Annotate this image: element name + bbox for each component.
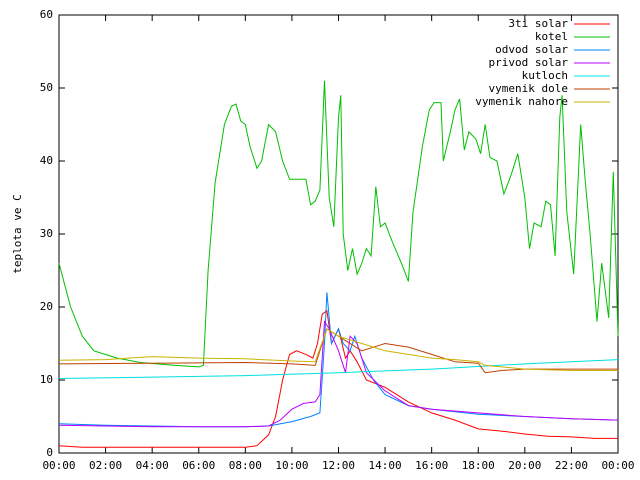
series-line bbox=[58, 80, 619, 368]
series-line bbox=[58, 359, 619, 379]
legend-label: privod solar bbox=[489, 56, 569, 69]
series-line bbox=[58, 328, 618, 371]
x-tick-label: 04:00 bbox=[136, 459, 169, 472]
series-line bbox=[58, 292, 619, 428]
legend-label: vymenik dole bbox=[489, 82, 568, 95]
legend-label: kutloch bbox=[522, 69, 568, 82]
x-tick-label: 06:00 bbox=[182, 459, 215, 472]
y-tick-label: 10 bbox=[40, 373, 53, 386]
x-tick-label: 00:00 bbox=[42, 459, 75, 472]
x-tick-label: 02:00 bbox=[89, 459, 122, 472]
y-tick-label: 30 bbox=[40, 227, 53, 240]
legend-label: odvod solar bbox=[495, 43, 568, 56]
legend-label: vymenik nahore bbox=[475, 95, 568, 108]
x-tick-label: 14:00 bbox=[369, 459, 402, 472]
y-tick-label: 50 bbox=[40, 81, 53, 94]
x-tick-label: 10:00 bbox=[275, 459, 308, 472]
x-tick-label: 18:00 bbox=[462, 459, 495, 472]
series-line bbox=[58, 328, 618, 374]
y-tick-label: 20 bbox=[40, 300, 53, 313]
x-tick-label: 16:00 bbox=[415, 459, 448, 472]
y-tick-label: 0 bbox=[46, 446, 53, 459]
x-tick-label: 12:00 bbox=[322, 459, 355, 472]
y-tick-label: 40 bbox=[40, 154, 53, 167]
series-line bbox=[58, 320, 619, 428]
y-tick-label: 60 bbox=[40, 8, 53, 21]
x-tick-label: 22:00 bbox=[555, 459, 588, 472]
legend-label: kotel bbox=[535, 30, 568, 43]
x-tick-label: 20:00 bbox=[508, 459, 541, 472]
x-tick-label: 08:00 bbox=[229, 459, 262, 472]
x-tick-label: 00:00 bbox=[601, 459, 634, 472]
legend-label: 3ti solar bbox=[508, 17, 568, 30]
y-axis-label: teplota ve C bbox=[11, 194, 24, 273]
